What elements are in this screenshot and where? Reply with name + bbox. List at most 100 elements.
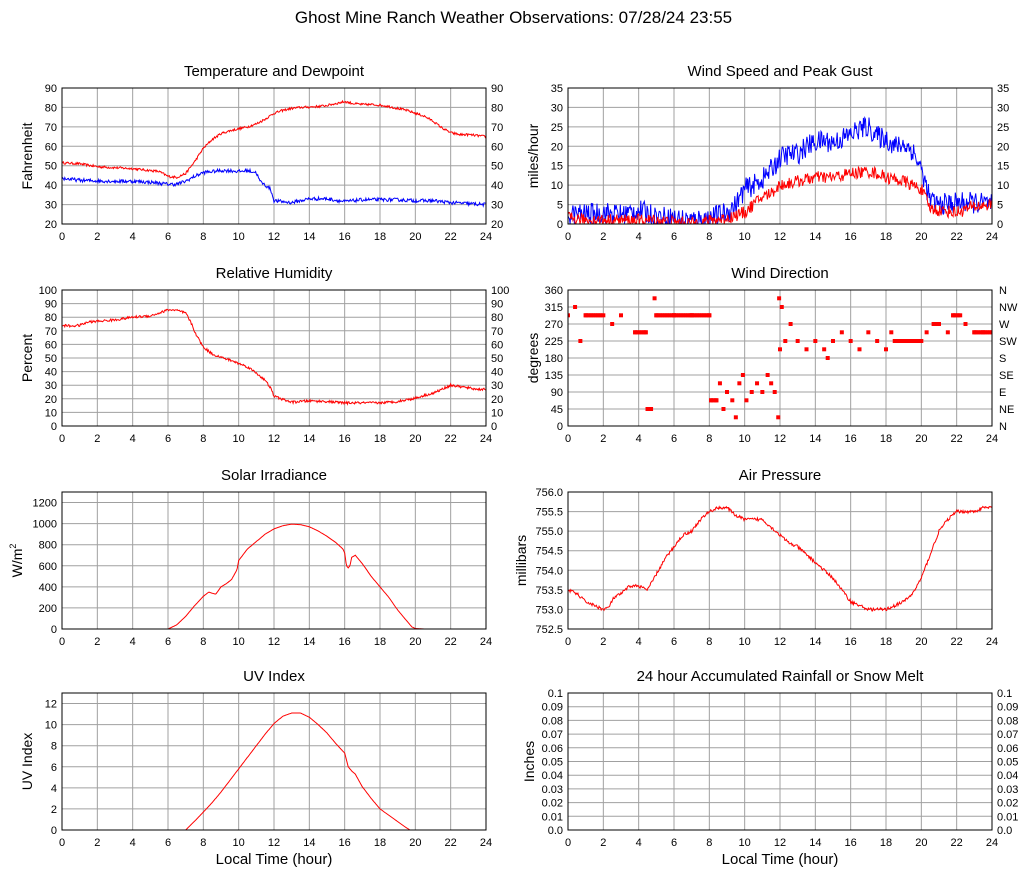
direction-point bbox=[935, 322, 940, 326]
x-tick-label: 10 bbox=[233, 231, 245, 243]
y-tick-label: 753.5 bbox=[535, 585, 563, 597]
x-tick-label: 4 bbox=[636, 636, 642, 648]
y-tick-label: 400 bbox=[39, 582, 57, 594]
x-tick-label: 16 bbox=[845, 837, 857, 849]
y-tick-label: 0 bbox=[51, 624, 57, 636]
series-line-red bbox=[62, 712, 486, 830]
y-tick-label: 80 bbox=[45, 312, 57, 324]
direction-point bbox=[730, 398, 735, 403]
y-tick-label: 756.0 bbox=[535, 487, 563, 499]
x-tick-label: 6 bbox=[671, 636, 677, 648]
y-tick-label-right: 5 bbox=[997, 200, 1003, 212]
y-tick-label: 30 bbox=[45, 380, 57, 392]
x-tick-label: 0 bbox=[59, 231, 65, 243]
x-tick-label: 0 bbox=[59, 433, 65, 445]
direction-point bbox=[772, 390, 777, 394]
direction-point bbox=[875, 339, 880, 343]
series-line-red bbox=[568, 165, 992, 224]
y-tick-label: 1200 bbox=[33, 498, 57, 510]
y-tick-label-right: 60 bbox=[491, 339, 503, 351]
y-tick-label-right: 90 bbox=[491, 83, 503, 95]
x-tick-label: 4 bbox=[636, 837, 642, 849]
x-tick-label: 6 bbox=[165, 433, 171, 445]
direction-point bbox=[619, 313, 623, 318]
x-tick-label: 18 bbox=[880, 636, 892, 648]
direction-point bbox=[779, 305, 784, 309]
x-tick-label: 22 bbox=[951, 837, 963, 849]
y-tick-label-right: 0.01 bbox=[997, 811, 1018, 823]
compass-label: N bbox=[999, 421, 1007, 433]
y-tick-label-right: 0.04 bbox=[997, 770, 1018, 782]
x-tick-label: 18 bbox=[880, 231, 892, 243]
x-tick-label: 16 bbox=[845, 433, 857, 445]
series-group bbox=[62, 712, 486, 830]
x-tick-label: 18 bbox=[374, 837, 386, 849]
direction-point bbox=[825, 356, 830, 360]
direction-point bbox=[578, 339, 583, 343]
x-tick-label: 16 bbox=[339, 231, 351, 243]
x-tick-label: 12 bbox=[774, 636, 786, 648]
y-tick-label-right: 50 bbox=[491, 353, 503, 365]
x-tick-label: 14 bbox=[809, 636, 821, 648]
x-tick-label: 24 bbox=[986, 231, 998, 243]
x-tick-label: 2 bbox=[94, 433, 100, 445]
x-tick-label: 12 bbox=[268, 231, 280, 243]
y-tick-label-right: 0.05 bbox=[997, 757, 1018, 769]
x-tick-label: 20 bbox=[409, 837, 421, 849]
y-tick-label: 20 bbox=[45, 394, 57, 406]
y-axis-label-superscript: 2 bbox=[8, 544, 18, 549]
y-tick-label: 0 bbox=[51, 825, 57, 837]
y-axis-label: degrees bbox=[525, 333, 541, 384]
direction-point bbox=[866, 330, 871, 335]
x-tick-label: 12 bbox=[268, 433, 280, 445]
direction-point bbox=[839, 330, 844, 335]
y-tick-label-right: 15 bbox=[997, 161, 1009, 173]
plot-frame bbox=[61, 692, 487, 831]
series-line-red bbox=[568, 505, 992, 612]
y-tick-label: 0.07 bbox=[542, 729, 563, 741]
y-tick-label-right: 100 bbox=[491, 285, 509, 297]
y-tick-label-right: 50 bbox=[491, 161, 503, 173]
x-tick-label: 16 bbox=[339, 636, 351, 648]
compass-label: SW bbox=[999, 336, 1017, 348]
x-tick-label: 8 bbox=[706, 636, 712, 648]
y-tick-label-right: 0.09 bbox=[997, 702, 1018, 714]
chart-title: Relative Humidity bbox=[216, 265, 333, 282]
y-tick-label: 30 bbox=[45, 200, 57, 212]
y-tick-label-right: 0.07 bbox=[997, 729, 1018, 741]
direction-point bbox=[778, 347, 782, 352]
x-tick-label: 0 bbox=[59, 636, 65, 648]
direction-point bbox=[857, 347, 862, 352]
direction-point bbox=[755, 381, 760, 386]
chart-title: Temperature and Dewpoint bbox=[184, 63, 365, 80]
x-tick-label: 10 bbox=[233, 636, 245, 648]
direction-point bbox=[707, 313, 712, 318]
x-tick-label: 12 bbox=[268, 837, 280, 849]
y-tick-label: 35 bbox=[551, 83, 563, 95]
direction-point bbox=[733, 415, 738, 420]
x-tick-label: 10 bbox=[739, 837, 751, 849]
direction-point bbox=[599, 313, 604, 318]
x-tick-label: 22 bbox=[951, 636, 963, 648]
compass-label: SE bbox=[999, 370, 1014, 382]
y-tick-label-right: 30 bbox=[491, 200, 503, 212]
x-tick-label: 20 bbox=[409, 231, 421, 243]
y-tick-label: 753.0 bbox=[535, 604, 563, 616]
direction-point bbox=[610, 322, 615, 326]
series-line-red bbox=[62, 308, 486, 406]
x-tick-label: 24 bbox=[480, 837, 492, 849]
x-tick-label: 22 bbox=[445, 231, 457, 243]
y-tick-label: 1000 bbox=[33, 519, 57, 531]
y-tick-label: 10 bbox=[45, 720, 57, 732]
direction-point bbox=[740, 373, 745, 377]
direction-point bbox=[749, 390, 754, 394]
y-axis-label: millibars bbox=[513, 535, 529, 586]
y-tick-label-right: 20 bbox=[491, 219, 503, 231]
direction-point bbox=[760, 390, 765, 394]
x-tick-label: 2 bbox=[94, 636, 100, 648]
x-tick-label: 10 bbox=[233, 837, 245, 849]
y-axis-label-base: W/m bbox=[9, 549, 25, 578]
